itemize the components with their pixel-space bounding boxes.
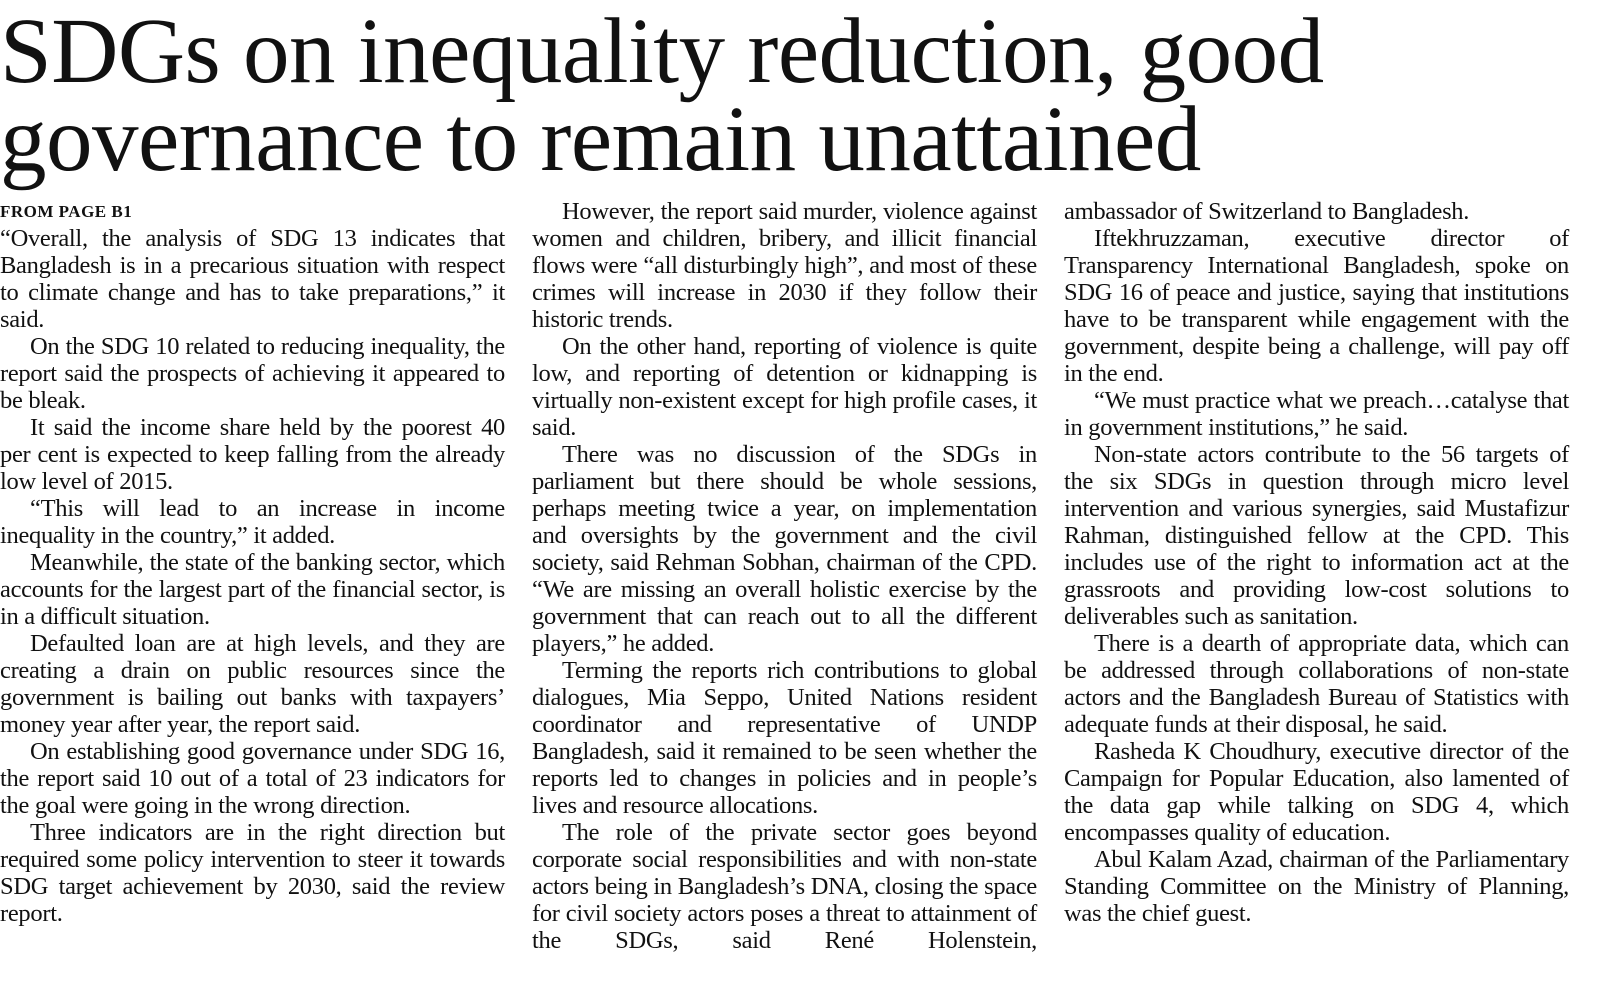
column: ambassador of Switzerland to Bangladesh.… [1064,198,1569,927]
paragraph: Non-state actors contribute to the 56 ta… [1064,441,1569,630]
column: However, the report said murder, violenc… [532,198,1037,954]
paragraph: However, the report said murder, violenc… [532,198,1037,333]
paragraph: There was no discussion of the SDGs in p… [532,441,1037,657]
kicker: FROM PAGE B1 [0,202,133,221]
paragraph: Three indicators are in the right direct… [0,819,505,927]
paragraph: There is a dearth of appropriate data, w… [1064,630,1569,738]
paragraph: “This will lead to an increase in income… [0,495,505,549]
paragraph: ambassador of Switzerland to Bangladesh. [1064,198,1470,225]
paragraph: Rasheda K Choudhury, executive director … [1064,738,1569,846]
headline-line: SDGs on inequality reduction, good [0,0,1324,103]
paragraph: “We must practice what we preach…catalys… [1064,387,1569,441]
paragraph: “Overall, the analysis of SDG 13 indicat… [0,225,505,333]
column: FROM PAGE B1 “Overall, the analysis of S… [0,198,505,927]
headline-line: governance to remain unattained [0,88,1201,191]
paragraph: On the other hand, reporting of violence… [532,333,1037,441]
paragraph: Iftekhruzzaman, executive director of Tr… [1064,225,1569,387]
headline: SDGs on inequality reduction, good gover… [0,0,1614,191]
paragraph: Defaulted loan are at high levels, and t… [0,630,505,738]
paragraph: On establishing good governance under SD… [0,738,505,819]
paragraph: On the SDG 10 related to reducing inequa… [0,333,505,414]
paragraph: It said the income share held by the poo… [0,414,505,495]
paragraph: Terming the reports rich contributions t… [532,657,1037,819]
paragraph: Meanwhile, the state of the banking sect… [0,549,505,630]
paragraph: The role of the private sector goes beyo… [532,819,1037,954]
paragraph: Abul Kalam Azad, chairman of the Parliam… [1064,846,1569,927]
